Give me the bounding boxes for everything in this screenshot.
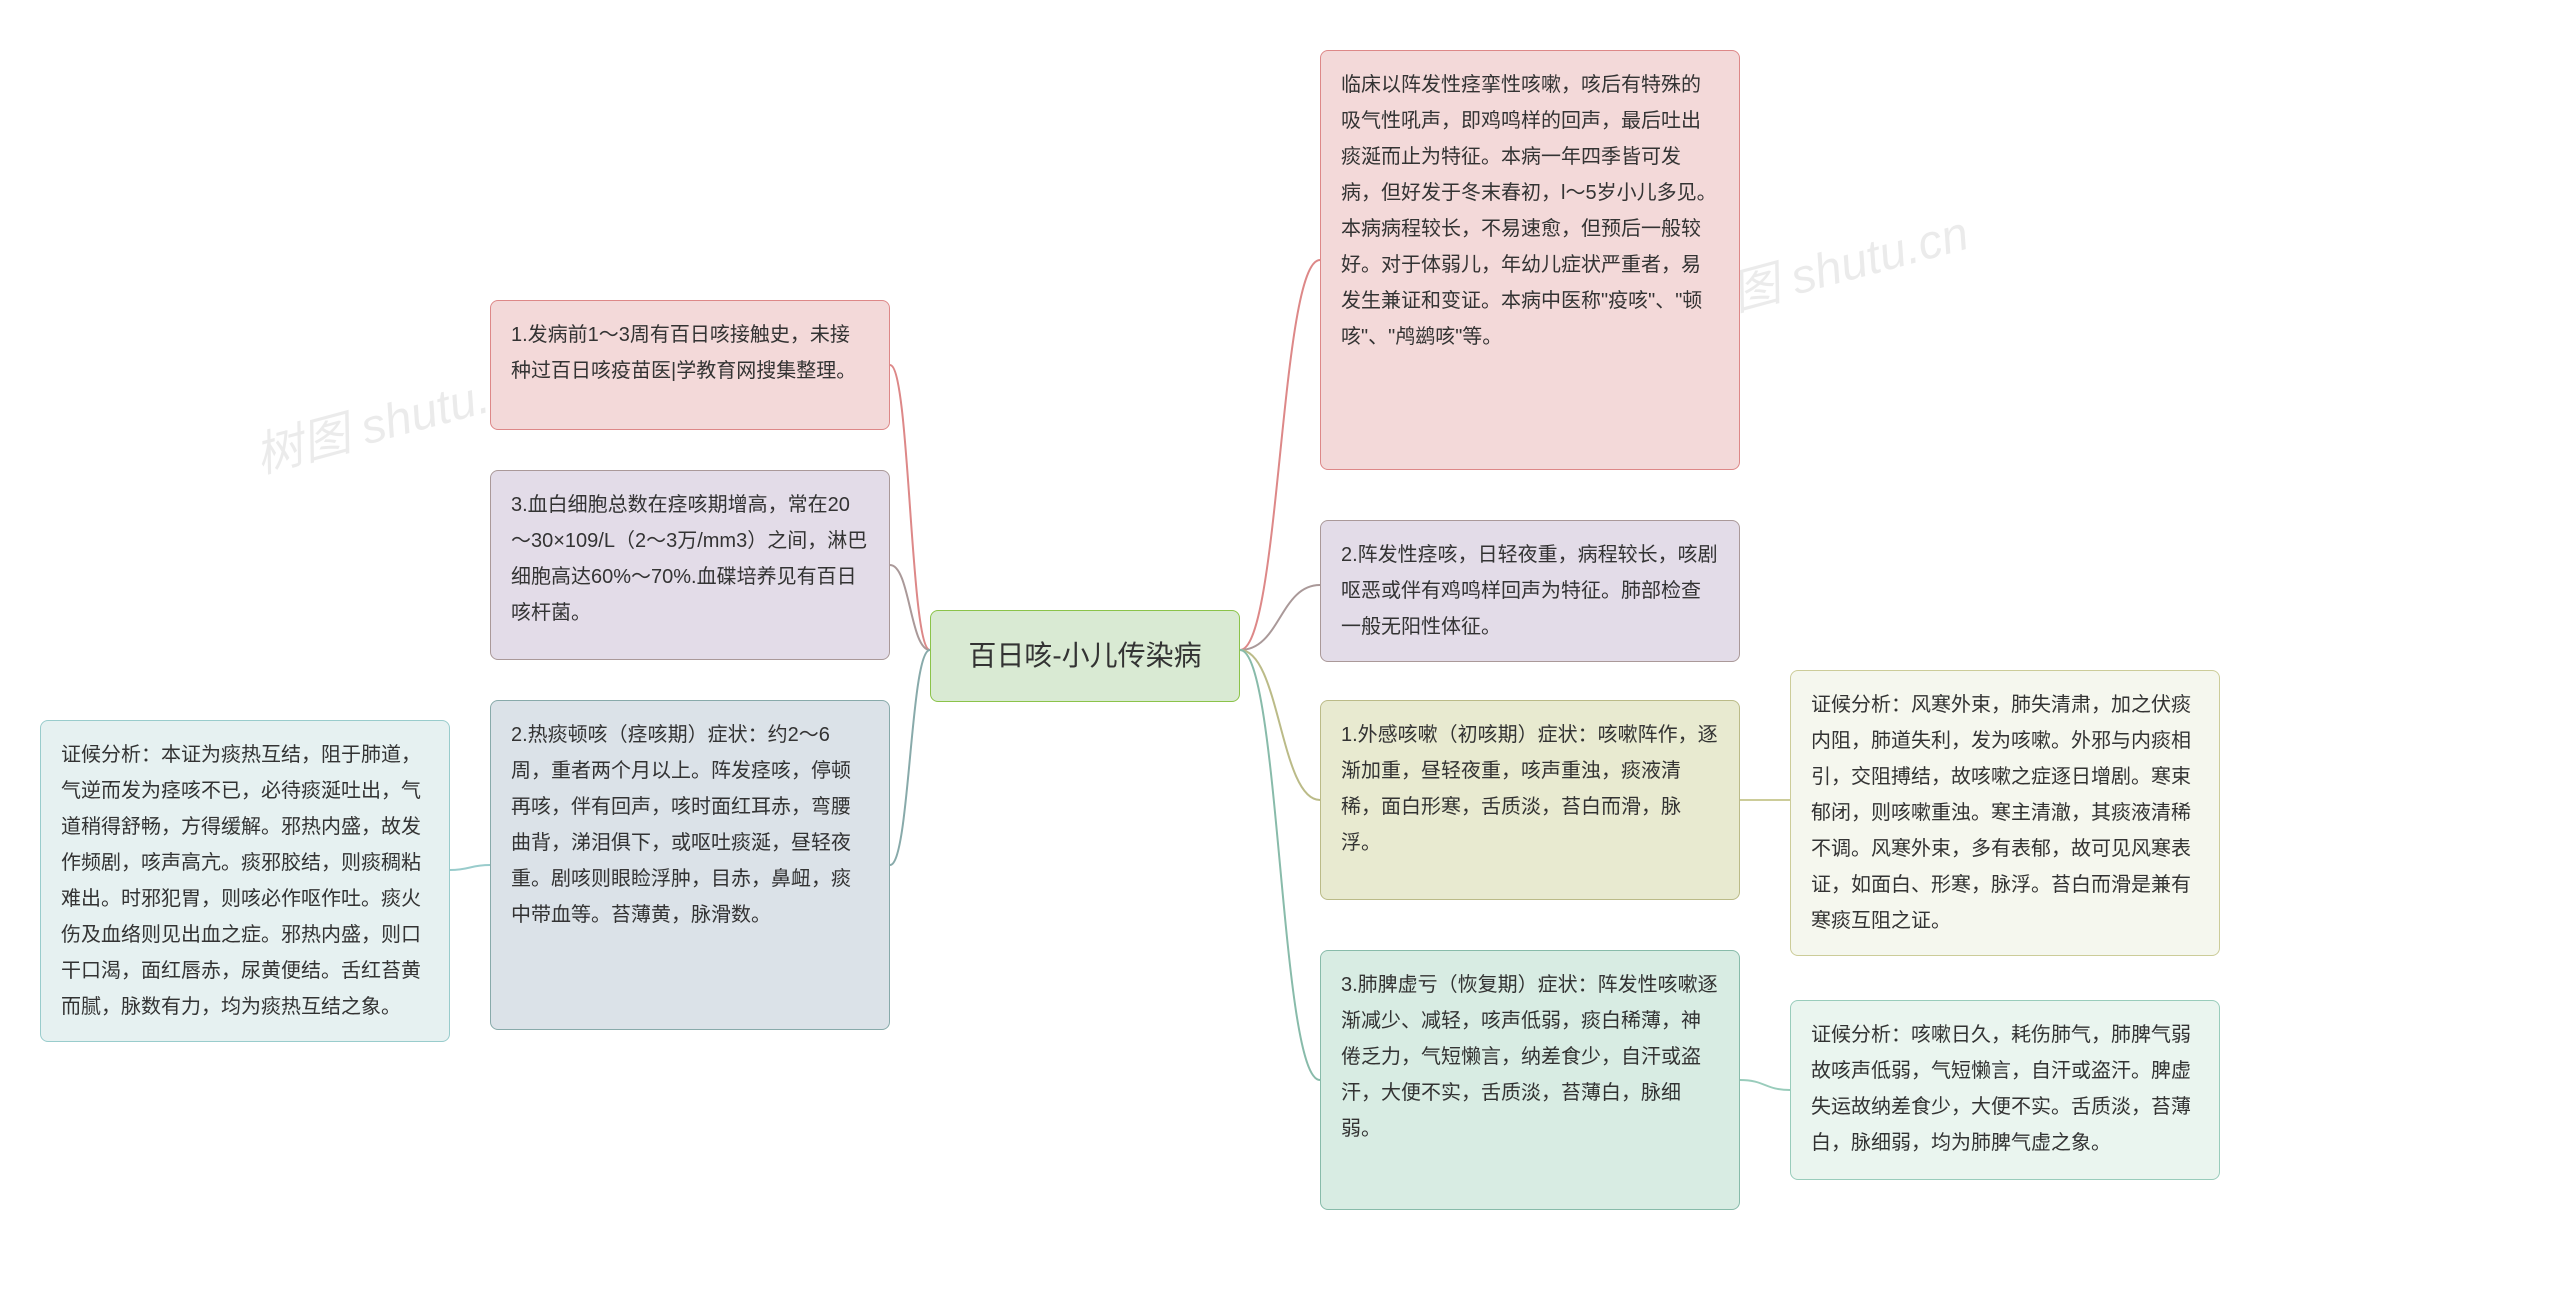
center-node[interactable]: 百日咳-小儿传染病 [930,610,1240,702]
left-node-2-text: 2.热痰顿咳（痉咳期）症状：约2～6周，重者两个月以上。阵发痉咳，停顿再咳，伴有… [511,724,851,926]
right-node-2[interactable]: 1.外感咳嗽（初咳期）症状：咳嗽阵作，逐渐加重，昼轻夜重，咳声重浊，痰液清稀，面… [1320,700,1740,900]
left-node-2[interactable]: 2.热痰顿咳（痉咳期）症状：约2～6周，重者两个月以上。阵发痉咳，停顿再咳，伴有… [490,700,890,1030]
left-node-0[interactable]: 1.发病前1～3周有百日咳接触史，未接种过百日咳疫苗医|学教育网搜集整理。 [490,300,890,430]
left-node-0-text: 1.发病前1～3周有百日咳接触史，未接种过百日咳疫苗医|学教育网搜集整理。 [511,324,856,382]
right-node-2-text: 1.外感咳嗽（初咳期）症状：咳嗽阵作，逐渐加重，昼轻夜重，咳声重浊，痰液清稀，面… [1341,724,1718,854]
right-node-1-text: 2.阵发性痉咳，日轻夜重，病程较长，咳剧呕恶或伴有鸡鸣样回声为特征。肺部检查一般… [1341,544,1718,638]
left-node-1-text: 3.血白细胞总数在痉咳期增高，常在20～30×109/L（2～3万/mm3）之间… [511,494,867,624]
right-node-0-text: 临床以阵发性痉挛性咳嗽，咳后有特殊的吸气性吼声，即鸡鸣样的回声，最后吐出痰涎而止… [1341,74,1717,348]
right-node-0[interactable]: 临床以阵发性痉挛性咳嗽，咳后有特殊的吸气性吼声，即鸡鸣样的回声，最后吐出痰涎而止… [1320,50,1740,470]
right-node-2-child-text: 证候分析：风寒外束，肺失清肃，加之伏痰内阻，肺道失利，发为咳嗽。外邪与内痰相引，… [1811,694,2191,932]
left-node-1[interactable]: 3.血白细胞总数在痉咳期增高，常在20～30×109/L（2～3万/mm3）之间… [490,470,890,660]
right-node-1[interactable]: 2.阵发性痉咳，日轻夜重，病程较长，咳剧呕恶或伴有鸡鸣样回声为特征。肺部检查一般… [1320,520,1740,662]
left-node-2-child[interactable]: 证候分析：本证为痰热互结，阻于肺道，气逆而发为痉咳不已，必待痰涎吐出，气道稍得舒… [40,720,450,1042]
right-node-3[interactable]: 3.肺脾虚亏（恢复期）症状：阵发性咳嗽逐渐减少、减轻，咳声低弱，痰白稀薄，神倦乏… [1320,950,1740,1210]
right-node-3-text: 3.肺脾虚亏（恢复期）症状：阵发性咳嗽逐渐减少、减轻，咳声低弱，痰白稀薄，神倦乏… [1341,974,1718,1140]
center-node-text: 百日咳-小儿传染病 [968,640,1201,671]
right-node-2-child[interactable]: 证候分析：风寒外束，肺失清肃，加之伏痰内阻，肺道失利，发为咳嗽。外邪与内痰相引，… [1790,670,2220,956]
right-node-3-child-text: 证候分析：咳嗽日久，耗伤肺气，肺脾气弱故咳声低弱，气短懒言，自汗或盗汗。脾虚失运… [1811,1024,2191,1154]
right-node-3-child[interactable]: 证候分析：咳嗽日久，耗伤肺气，肺脾气弱故咳声低弱，气短懒言，自汗或盗汗。脾虚失运… [1790,1000,2220,1180]
left-node-2-child-text: 证候分析：本证为痰热互结，阻于肺道，气逆而发为痉咳不已，必待痰涎吐出，气道稍得舒… [61,744,421,1018]
